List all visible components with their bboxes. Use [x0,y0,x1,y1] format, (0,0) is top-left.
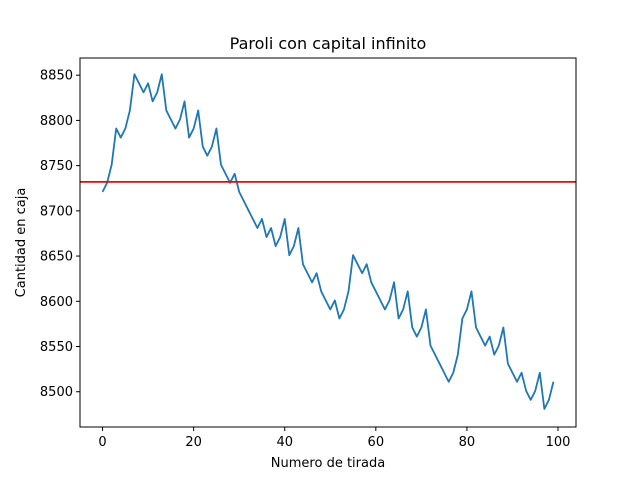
y-tick-label: 8800 [40,114,73,129]
y-tick-label: 8600 [40,295,73,310]
y-tick-label: 8750 [40,159,73,174]
series-line [101,73,555,410]
chart-title: Paroli con capital infinito [230,34,427,53]
y-tick-label: 8500 [40,385,73,400]
axes-frame [79,57,577,428]
x-tick-label: 100 [546,435,571,450]
y-tick-label: 8550 [40,340,73,355]
y-tick-label: 8850 [40,69,73,84]
x-tick-label: 80 [459,435,476,450]
x-axis: 0 20 40 60 80 100 [98,427,570,450]
x-tick-label: 60 [368,435,385,450]
x-axis-label: Numero de tirada [271,456,385,471]
y-tick-label: 8700 [40,204,73,219]
x-tick-label: 0 [98,435,106,450]
y-axis: 8500 8550 8600 8650 8700 8750 8800 8850 [40,69,80,400]
y-tick-label: 8650 [40,250,73,265]
x-tick-label: 40 [276,435,293,450]
x-tick-label: 20 [185,435,202,450]
plot-area [80,73,576,410]
y-axis-label: Cantidad en caja [14,188,29,298]
